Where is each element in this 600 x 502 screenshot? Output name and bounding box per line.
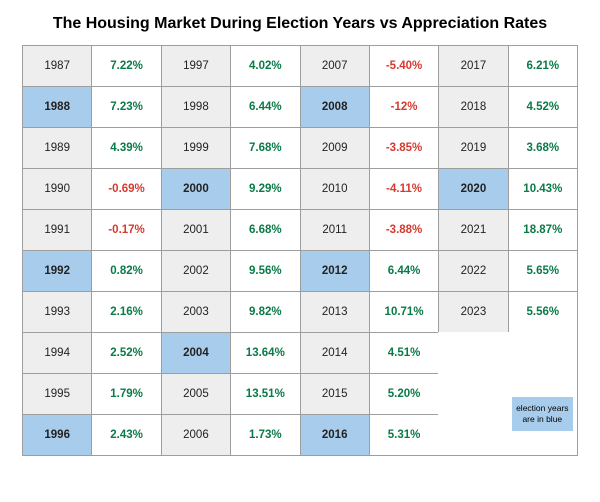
rate-cell: 6.44% (230, 86, 299, 127)
year-cell: 2000 (161, 168, 230, 209)
rate-cell: 6.21% (508, 45, 577, 86)
year-cell: 1991 (22, 209, 91, 250)
year-cell: 2001 (161, 209, 230, 250)
year-cell: 2004 (161, 332, 230, 373)
year-cell: 1992 (22, 250, 91, 291)
year-cell: 2016 (300, 414, 369, 455)
year-cell: 2006 (161, 414, 230, 455)
year-cell: 1995 (22, 373, 91, 414)
rate-cell: 2.52% (91, 332, 160, 373)
rate-cell: 9.82% (230, 291, 299, 332)
year-cell: 2023 (438, 291, 507, 332)
rate-cell: 1.79% (91, 373, 160, 414)
rate-cell: 6.44% (369, 250, 438, 291)
rate-cell: -3.88% (369, 209, 438, 250)
year-cell: 2009 (300, 127, 369, 168)
rate-cell: 6.68% (230, 209, 299, 250)
legend: election years are in blue (508, 373, 577, 455)
rate-cell: -12% (369, 86, 438, 127)
year-cell: 2018 (438, 86, 507, 127)
rate-cell: 4.39% (91, 127, 160, 168)
rate-cell: 13.64% (230, 332, 299, 373)
year-cell: 1997 (161, 45, 230, 86)
year-cell: 2011 (300, 209, 369, 250)
year-cell: 2013 (300, 291, 369, 332)
year-cell: 2017 (438, 45, 507, 86)
rate-cell: 4.52% (508, 86, 577, 127)
rate-cell: 1.73% (230, 414, 299, 455)
year-cell: 2020 (438, 168, 507, 209)
rate-cell: 4.51% (369, 332, 438, 373)
rate-cell: 4.02% (230, 45, 299, 86)
blank-cell (438, 332, 507, 455)
rate-cell: 10.71% (369, 291, 438, 332)
rate-cell: 5.56% (508, 291, 577, 332)
year-cell: 1994 (22, 332, 91, 373)
year-cell: 1987 (22, 45, 91, 86)
rate-cell: 0.82% (91, 250, 160, 291)
rate-cell: 2.43% (91, 414, 160, 455)
rate-cell: -5.40% (369, 45, 438, 86)
year-cell: 1993 (22, 291, 91, 332)
table-wrap: 19877.22%19974.02%2007-5.40%20176.21% 198… (0, 45, 600, 468)
rate-cell: 7.22% (91, 45, 160, 86)
year-cell: 1999 (161, 127, 230, 168)
year-cell: 2015 (300, 373, 369, 414)
year-cell: 2008 (300, 86, 369, 127)
appreciation-table: 19877.22%19974.02%2007-5.40%20176.21% 198… (22, 45, 578, 456)
rate-cell: -0.69% (91, 168, 160, 209)
year-cell: 2003 (161, 291, 230, 332)
year-cell: 1998 (161, 86, 230, 127)
year-cell: 1989 (22, 127, 91, 168)
rate-cell: 7.68% (230, 127, 299, 168)
rate-cell: 10.43% (508, 168, 577, 209)
year-cell: 1988 (22, 86, 91, 127)
rate-cell: 2.16% (91, 291, 160, 332)
rate-cell: 18.87% (508, 209, 577, 250)
rate-cell: 9.29% (230, 168, 299, 209)
blank-cell (508, 332, 577, 373)
year-cell: 2014 (300, 332, 369, 373)
year-cell: 2002 (161, 250, 230, 291)
rate-cell: 13.51% (230, 373, 299, 414)
year-cell: 2021 (438, 209, 507, 250)
legend-box: election years are in blue (512, 397, 573, 431)
rate-cell: 3.68% (508, 127, 577, 168)
rate-cell: 5.20% (369, 373, 438, 414)
rate-cell: 5.65% (508, 250, 577, 291)
page-title: The Housing Market During Election Years… (0, 0, 600, 45)
year-cell: 2005 (161, 373, 230, 414)
rate-cell: 5.31% (369, 414, 438, 455)
year-cell: 2019 (438, 127, 507, 168)
year-cell: 1996 (22, 414, 91, 455)
year-cell: 2012 (300, 250, 369, 291)
rate-cell: -0.17% (91, 209, 160, 250)
year-cell: 2022 (438, 250, 507, 291)
year-cell: 1990 (22, 168, 91, 209)
year-cell: 2007 (300, 45, 369, 86)
year-cell: 2010 (300, 168, 369, 209)
rate-cell: 9.56% (230, 250, 299, 291)
rate-cell: 7.23% (91, 86, 160, 127)
rate-cell: -4.11% (369, 168, 438, 209)
rate-cell: -3.85% (369, 127, 438, 168)
